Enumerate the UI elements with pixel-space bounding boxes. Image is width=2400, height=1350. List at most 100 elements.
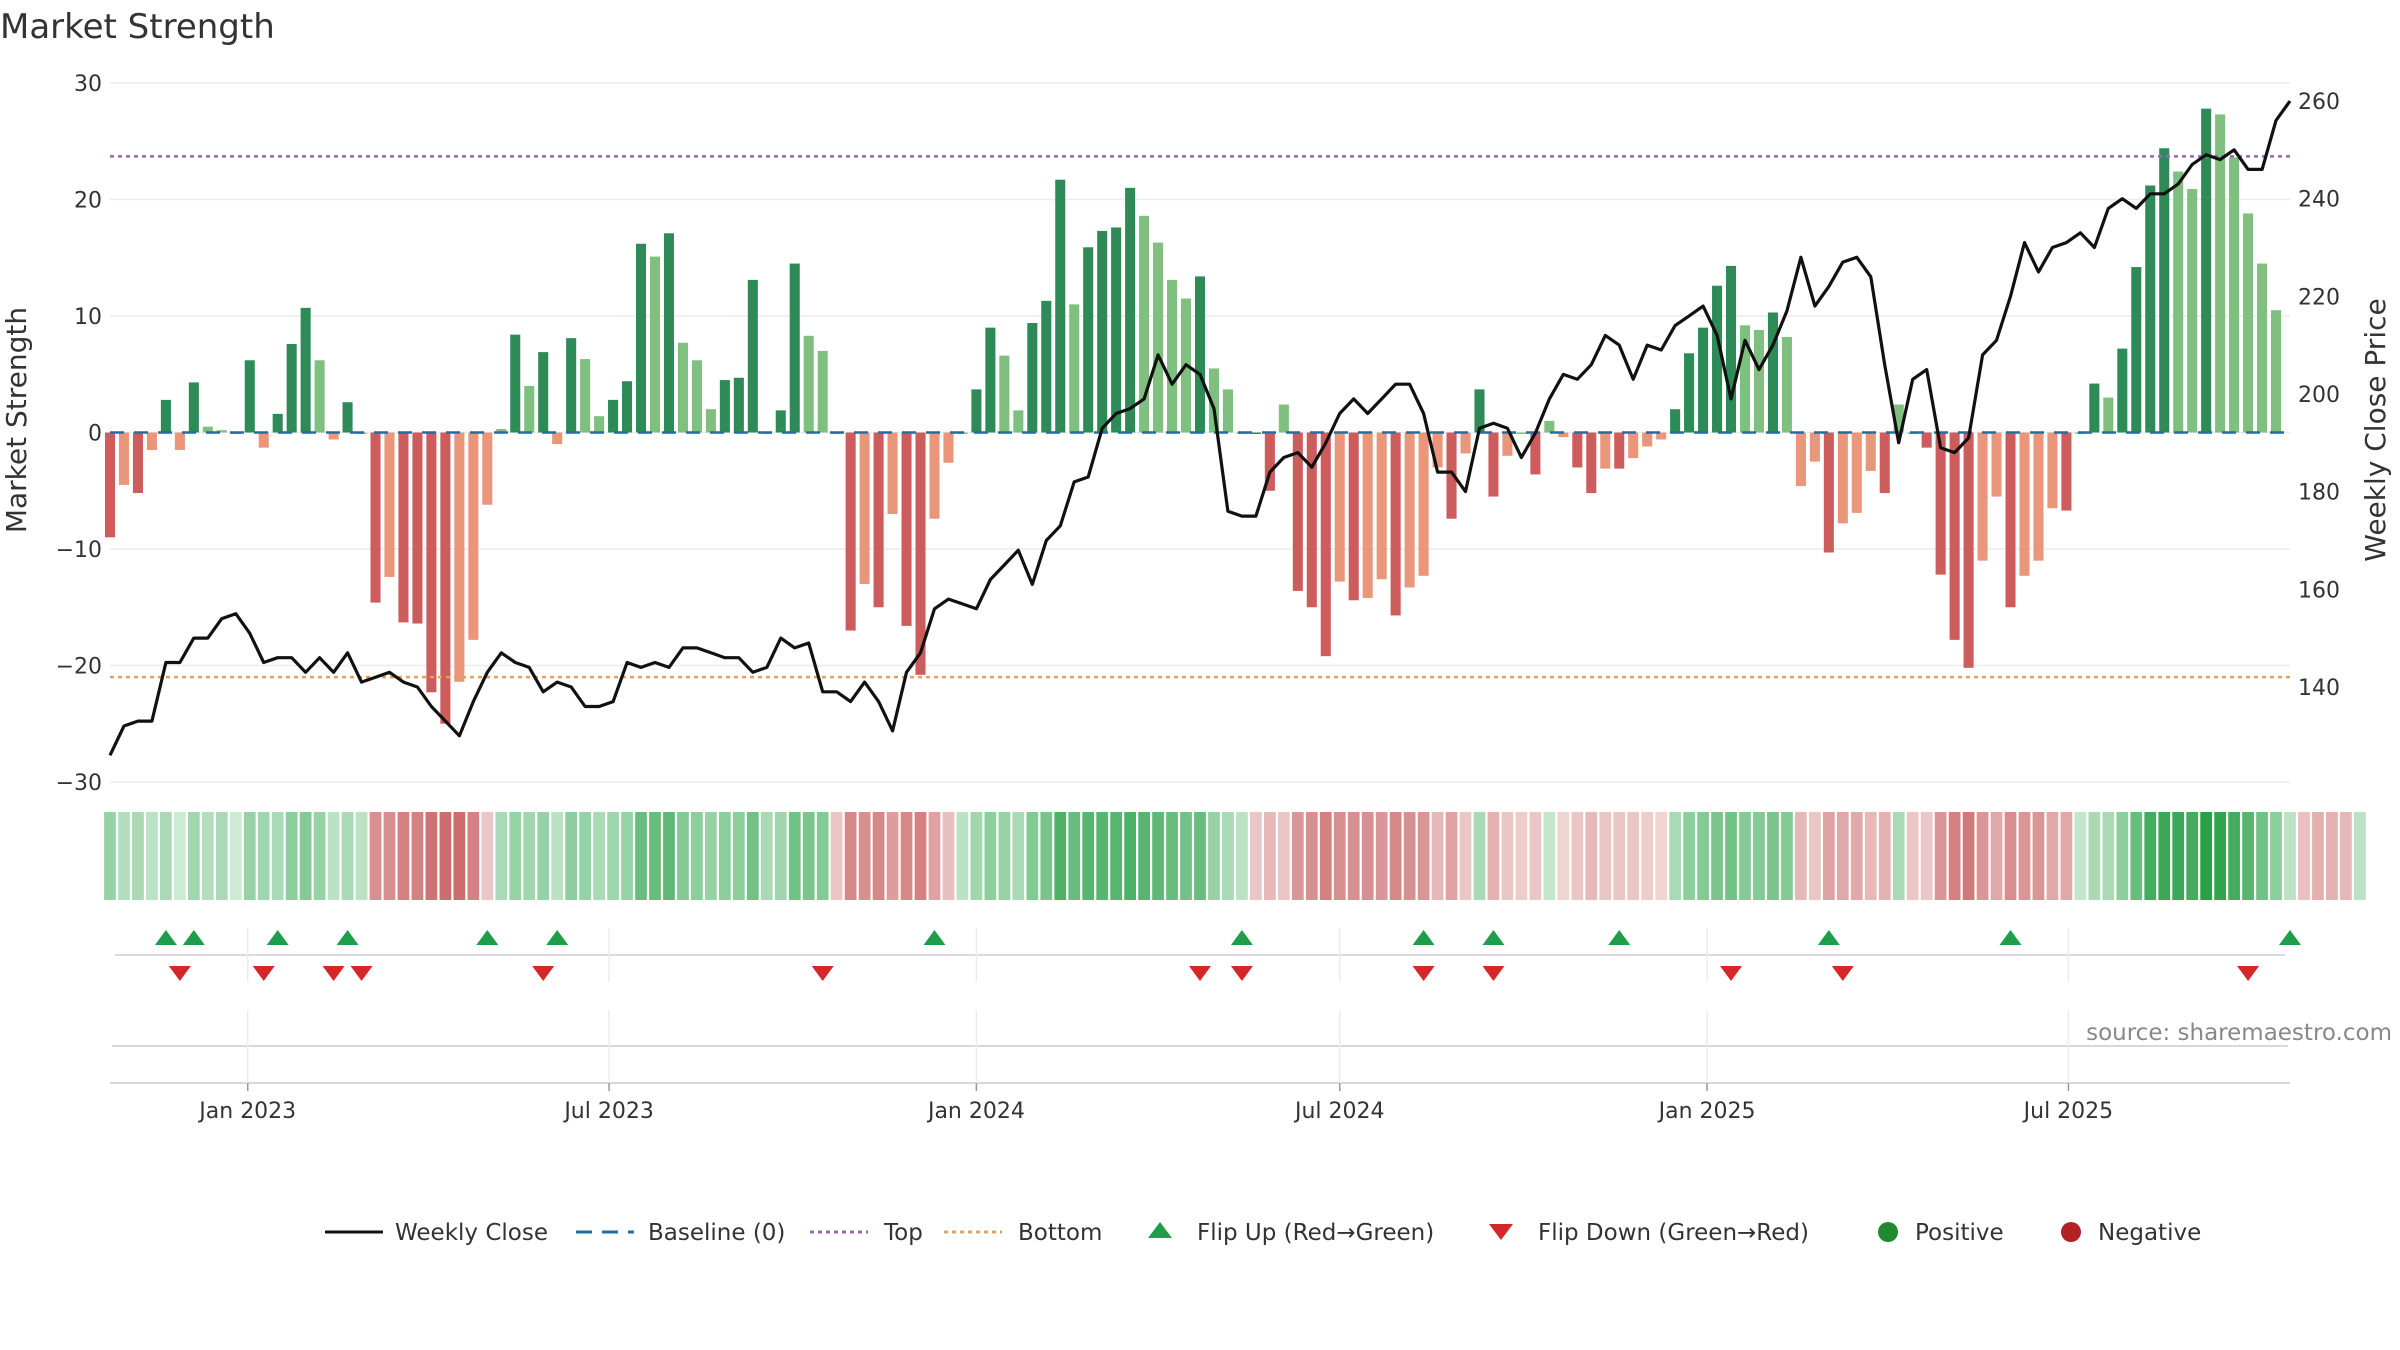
weekly-close-line — [108, 100, 2292, 756]
strength-bar — [2061, 432, 2072, 511]
reference-lines — [110, 155, 2290, 679]
strip-cell — [1138, 812, 1150, 900]
strength-bar — [2117, 348, 2128, 433]
strip-cell — [1152, 812, 1164, 900]
strength-bar — [1069, 304, 1080, 433]
strength-bar — [859, 432, 870, 584]
strength-bar — [566, 338, 577, 433]
strip-cell — [2256, 812, 2268, 900]
x-tick-label: Jan 2024 — [926, 1099, 1025, 1124]
strength-bar — [2047, 432, 2058, 509]
strength-bar — [1222, 389, 1233, 433]
strength-bar — [454, 432, 465, 682]
strip-cell — [2284, 812, 2296, 900]
strength-bar — [733, 377, 744, 433]
strip-cell — [956, 812, 969, 900]
strip-cell — [984, 812, 997, 900]
strip-cell — [341, 812, 354, 900]
strength-bar — [1139, 215, 1150, 433]
strip-cell — [2242, 812, 2254, 900]
strip-cell — [1571, 812, 1584, 900]
strip-cell — [2032, 812, 2045, 900]
strip-cell — [677, 812, 689, 900]
strip-cell — [1697, 812, 1709, 900]
flip-up-marker — [1817, 930, 1840, 945]
strength-bar — [1334, 432, 1345, 582]
strength-bar — [1684, 353, 1695, 433]
strip-cell — [607, 812, 619, 900]
strip-cell — [1305, 812, 1318, 900]
strip-cell — [257, 812, 270, 900]
price-series — [108, 100, 2292, 756]
x-axis: Jan 2023 Jul 2023 Jan 2024 Jul 2024 Jan 2025… — [110, 1010, 2290, 1124]
strip-cell — [243, 812, 256, 900]
strength-bar — [1865, 432, 1876, 471]
strip-cell — [816, 812, 829, 900]
strength-bar — [286, 343, 297, 433]
flip-up-marker — [336, 930, 359, 945]
strip-cell — [1822, 812, 1835, 900]
strip-cell — [1501, 812, 1514, 900]
strip-cell — [1864, 812, 1877, 900]
flip-up-marker — [923, 930, 946, 945]
strength-bar — [244, 360, 255, 433]
left-axis-title: Market Strength — [0, 307, 33, 533]
right-tick-label: 140 — [2298, 676, 2340, 701]
strip-cell — [2046, 812, 2059, 900]
x-tick-label: Jul 2024 — [1293, 1099, 1385, 1124]
strip-cell — [1934, 812, 1947, 900]
strength-bar — [943, 432, 954, 463]
strength-bar — [426, 432, 437, 693]
strength-bar — [1530, 432, 1541, 475]
strength-bar — [999, 355, 1010, 433]
strength-bar — [1013, 410, 1024, 433]
strip-cell — [2340, 812, 2352, 900]
strip-cell — [1878, 812, 1891, 900]
flip-markers-panel — [115, 928, 2301, 982]
strength-bar — [1656, 432, 1667, 440]
strip-cell — [1264, 812, 1276, 900]
strength-bar — [1935, 432, 1946, 575]
strength-bar — [1893, 404, 1904, 433]
strength-bar — [118, 432, 130, 485]
strip-cell — [2228, 812, 2240, 900]
strip-cell — [551, 812, 564, 900]
strip-cell — [1809, 812, 1821, 900]
strip-cell — [830, 812, 843, 900]
flip-up-marker — [546, 930, 569, 945]
flip-up-marker — [1412, 930, 1435, 945]
strength-bar — [1823, 432, 1834, 553]
strip-cell — [1389, 812, 1402, 900]
strip-cell — [509, 812, 522, 900]
strength-bar — [2159, 148, 2170, 433]
strip-cell — [914, 812, 927, 900]
strength-bar — [747, 279, 758, 433]
strength-bar — [1586, 432, 1597, 494]
strip-cell — [1277, 812, 1290, 900]
strip-cell — [2018, 812, 2031, 900]
strip-cell — [1906, 812, 1919, 900]
strip-cell — [1641, 812, 1654, 900]
flip-up-marker — [182, 930, 205, 945]
strength-bar — [2270, 310, 2282, 433]
strip-cell — [886, 812, 899, 900]
strip-cell — [1962, 812, 1975, 900]
strip-cell — [1850, 812, 1863, 900]
flip-down-marker — [1482, 966, 1505, 981]
strength-bar — [1111, 227, 1122, 433]
flip-up-marker — [476, 930, 499, 945]
strip-cell — [663, 812, 675, 900]
strength-bar — [188, 382, 199, 433]
flip-down-marker — [1230, 966, 1253, 981]
strength-bar — [216, 430, 227, 433]
strength-bar — [1418, 432, 1429, 576]
strip-cell — [1529, 812, 1542, 900]
strength-bar — [1446, 432, 1457, 519]
strip-cell — [1417, 812, 1430, 900]
strength-bar — [1306, 432, 1317, 608]
flip-up-marker — [154, 930, 177, 945]
flip-down-marker — [1831, 966, 1854, 981]
strength-bar — [1432, 432, 1443, 468]
strength-bar — [608, 399, 619, 433]
strength-bar — [1837, 432, 1848, 524]
